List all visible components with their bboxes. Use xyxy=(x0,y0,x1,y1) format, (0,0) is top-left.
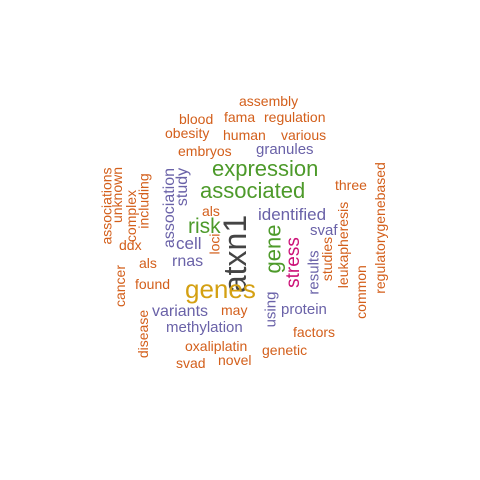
word-studies: studies xyxy=(319,236,336,282)
word-including: including xyxy=(135,173,152,229)
word-leukapheresis: leukapheresis xyxy=(335,201,352,289)
word-risk: risk xyxy=(188,215,221,238)
word-assembly: assembly xyxy=(239,93,299,109)
word-cell: cell xyxy=(176,234,202,253)
word-gene: gene xyxy=(260,224,286,274)
word-als-2: als xyxy=(139,255,157,271)
word-human: human xyxy=(223,127,266,143)
word-svaf: svaf xyxy=(310,222,338,239)
word-genetic: genetic xyxy=(262,342,308,358)
word-protein: protein xyxy=(281,301,327,318)
word-fama: fama xyxy=(224,109,256,125)
word-als-1: als xyxy=(202,203,220,219)
word-novel: novel xyxy=(218,352,252,368)
word-identified: identified xyxy=(258,205,327,224)
word-blood: blood xyxy=(179,111,214,127)
word-stress: stress xyxy=(282,237,304,288)
word-various: various xyxy=(281,127,327,143)
word-ddx: ddx xyxy=(119,237,142,253)
word-factors: factors xyxy=(293,324,336,340)
word-methylation: methylation xyxy=(166,319,243,336)
word-regulation: regulation xyxy=(264,109,326,125)
word-loci: loci xyxy=(206,233,223,255)
word-obesity: obesity xyxy=(165,125,210,141)
word-associated: associated xyxy=(200,178,306,203)
word-using: using xyxy=(262,291,280,328)
word-genes: genes xyxy=(185,274,256,304)
word-three: three xyxy=(335,177,367,193)
word-regulatorygenebased: regulatorygenebased xyxy=(371,162,388,294)
word-variants: variants xyxy=(152,303,209,320)
word-found: found xyxy=(135,276,171,292)
word-unknown: unknown xyxy=(109,166,126,224)
word-svad: svad xyxy=(176,355,206,371)
word-common: common xyxy=(352,265,369,319)
word-expression: expression xyxy=(212,156,319,181)
word-cancer: cancer xyxy=(112,264,129,308)
word-may: may xyxy=(221,302,248,318)
word-disease: disease xyxy=(135,309,152,359)
word-embryos: embryos xyxy=(178,143,232,159)
word-granules: granules xyxy=(256,141,314,158)
word-oxaliplatin: oxaliplatin xyxy=(185,338,248,354)
word-rnas: rnas xyxy=(172,253,204,270)
